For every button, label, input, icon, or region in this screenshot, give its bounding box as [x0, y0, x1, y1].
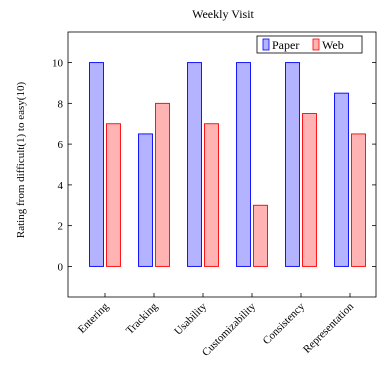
legend-label-web: Web — [322, 38, 344, 52]
bar-web-usability — [204, 123, 219, 267]
x-category-label: Entering — [76, 300, 112, 336]
category-labels: Entering Tracking UsabilityCustomizability… — [76, 300, 357, 359]
bar-paper-usability — [187, 62, 202, 267]
y-axis-label: Rating from difficult(1) to easy(10) — [15, 82, 27, 239]
y-tick-label: 4 — [58, 180, 64, 192]
bars — [89, 62, 366, 297]
bar-web-customizability — [253, 204, 268, 267]
bar-web-tracking — [155, 102, 170, 267]
x-category-label: Representation — [301, 300, 356, 355]
bar-paper-entering — [89, 62, 104, 267]
y-tick-label: 8 — [58, 98, 64, 110]
legend-swatch-web — [312, 38, 320, 51]
y-ticks: 0 2 4 6 8 10 — [52, 58, 376, 273]
legend-swatch-paper — [262, 38, 270, 51]
chart-title: Weekly Visit — [192, 7, 254, 21]
bar-paper-representation — [334, 92, 349, 267]
y-tick-label: 6 — [58, 139, 64, 151]
x-category-label: Usability — [172, 300, 209, 337]
bar-paper-consistency — [285, 62, 300, 267]
legend: Paper Web — [256, 35, 363, 54]
y-tick-label: 0 — [58, 261, 64, 273]
x-category-label: Tracking — [124, 300, 161, 337]
legend-box — [256, 35, 363, 54]
bar-web-representation — [351, 133, 366, 267]
y-tick-label: 10 — [52, 58, 64, 70]
bar-web-consistency — [302, 113, 317, 267]
bar-paper-customizability — [236, 62, 251, 267]
legend-label-paper: Paper — [272, 38, 299, 52]
bar-paper-tracking — [138, 133, 153, 267]
plot-frame — [67, 31, 377, 298]
bar-web-entering — [106, 123, 121, 267]
y-tick-label: 2 — [58, 221, 64, 233]
x-category-label: Consistency — [261, 300, 308, 347]
